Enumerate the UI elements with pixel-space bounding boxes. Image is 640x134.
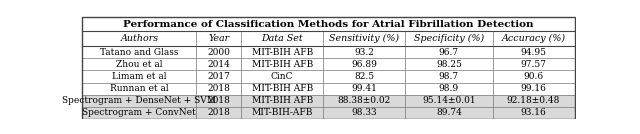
Text: MIT-BIH AFB: MIT-BIH AFB — [252, 48, 313, 57]
Bar — [83, 46, 575, 58]
Text: 95.14±0.01: 95.14±0.01 — [422, 96, 476, 105]
Text: Spectrogram + ConvNet: Spectrogram + ConvNet — [83, 108, 196, 117]
Text: 82.5: 82.5 — [354, 72, 374, 81]
Text: MIT-BIH AFB: MIT-BIH AFB — [252, 60, 313, 69]
Text: 90.6: 90.6 — [524, 72, 543, 81]
Text: Specificity (%): Specificity (%) — [413, 34, 484, 43]
Text: MIT-BIH AFB: MIT-BIH AFB — [252, 96, 313, 105]
Text: 98.9: 98.9 — [439, 84, 459, 93]
Text: Runnan et al: Runnan et al — [110, 84, 169, 93]
Text: 2018: 2018 — [207, 84, 230, 93]
Text: 88.38±0.02: 88.38±0.02 — [337, 96, 391, 105]
Text: 2018: 2018 — [207, 96, 230, 105]
Text: MIT-BIH AFB: MIT-BIH AFB — [252, 84, 313, 93]
Text: 98.25: 98.25 — [436, 60, 462, 69]
Text: 2000: 2000 — [207, 48, 230, 57]
Bar — [83, 58, 575, 70]
Text: 99.41: 99.41 — [351, 84, 377, 93]
Text: Performance of Classification Methods for Atrial Fibrillation Detection: Performance of Classification Methods fo… — [123, 20, 533, 29]
Text: 93.2: 93.2 — [355, 48, 374, 57]
Text: MIT-BIH-AFB: MIT-BIH-AFB — [252, 108, 313, 117]
Text: Year: Year — [208, 34, 229, 43]
Text: 2018: 2018 — [207, 108, 230, 117]
Bar — [83, 83, 575, 95]
Text: Limam et al: Limam et al — [112, 72, 166, 81]
Text: Zhou et al: Zhou et al — [116, 60, 163, 69]
Text: Sensitivity (%): Sensitivity (%) — [329, 34, 399, 43]
Bar — [83, 107, 575, 119]
Text: 94.95: 94.95 — [520, 48, 547, 57]
Text: 2017: 2017 — [207, 72, 230, 81]
Text: 96.89: 96.89 — [351, 60, 377, 69]
Text: 99.16: 99.16 — [520, 84, 547, 93]
Text: 97.57: 97.57 — [520, 60, 547, 69]
Text: 92.18±0.48: 92.18±0.48 — [507, 96, 560, 105]
Text: 93.16: 93.16 — [520, 108, 547, 117]
Text: Accuracy (%): Accuracy (%) — [502, 34, 566, 43]
Text: 2014: 2014 — [207, 60, 230, 69]
Text: 96.7: 96.7 — [439, 48, 459, 57]
Bar — [83, 70, 575, 83]
Text: 98.7: 98.7 — [439, 72, 459, 81]
Text: Tatano and Glass: Tatano and Glass — [100, 48, 179, 57]
Bar — [83, 17, 575, 31]
Text: 89.74: 89.74 — [436, 108, 462, 117]
Bar — [83, 31, 575, 46]
Text: Data Set: Data Set — [261, 34, 303, 43]
Text: Spectrogram + DenseNet + SVM: Spectrogram + DenseNet + SVM — [62, 96, 216, 105]
Text: 98.33: 98.33 — [351, 108, 377, 117]
Bar — [83, 95, 575, 107]
Text: Authors: Authors — [120, 34, 159, 43]
Text: CinC: CinC — [271, 72, 294, 81]
